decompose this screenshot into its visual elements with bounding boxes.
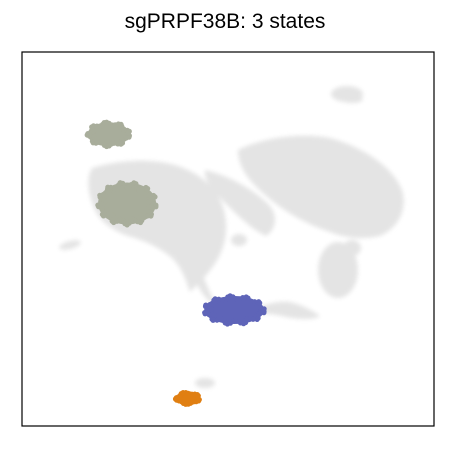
state-cell-dot [104,213,110,219]
state-cell-dot [254,316,260,322]
state-clusters [84,119,267,407]
state-cell-dot [214,317,220,323]
state-cell-dot [216,296,222,302]
bg-cluster [59,240,81,250]
bg-cluster [318,242,358,298]
state-cell-dot [250,316,256,322]
state-cell-dot [108,184,114,190]
state-cell-dot [108,212,114,218]
state-cell-dot [149,205,155,211]
chart-title: sgPRPF38B: 3 states [124,10,326,33]
bg-cluster [343,240,361,256]
state-cell-dot [257,310,263,316]
bg-cluster [192,262,320,319]
state-cell-dot [144,213,150,219]
background-cells [59,86,404,388]
state-cell-dot [125,130,131,136]
state-cell-dot [253,304,259,310]
state-cell-dot [247,299,253,305]
state-cell-dot [218,316,224,322]
state-cell-dot [207,302,213,308]
state-cell-dot [145,199,152,205]
bg-cluster [195,378,215,388]
state-cell-dot [195,394,201,400]
bg-cluster [204,170,275,236]
state-cell-dot [100,192,106,198]
state-cell-dot [261,306,267,312]
state-cell-dot [148,213,154,219]
state-cell-dot [146,192,152,198]
state-cell-dot [203,302,209,308]
state-cell-dot [99,205,106,211]
bg-cluster [238,135,404,239]
plot-frame [21,51,435,427]
bg-cluster [231,234,247,246]
state-cell-dot [261,310,267,316]
bg-cluster [341,95,363,103]
bg-cluster [88,160,227,292]
state-cell-dot [210,312,216,318]
